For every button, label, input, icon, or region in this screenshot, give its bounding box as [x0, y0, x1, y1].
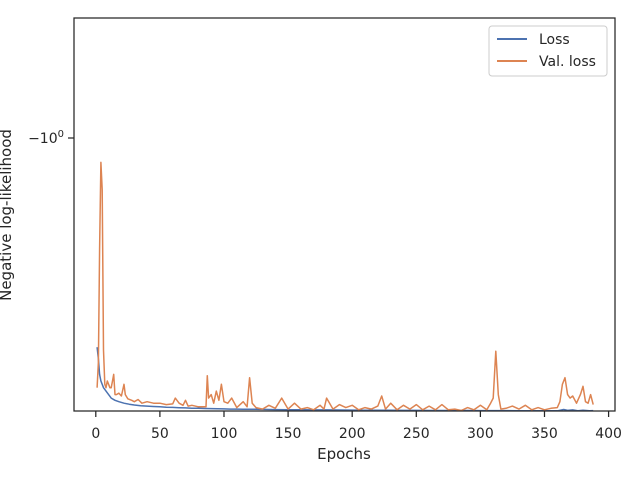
series-line-val-loss — [96, 161, 594, 412]
legend-label-loss: Loss — [539, 32, 570, 48]
x-tick-label: 250 — [403, 426, 430, 442]
legend: Loss Val. loss — [488, 25, 608, 77]
y-tick-label-exponent: 0 — [58, 129, 64, 140]
x-tick-label: 50 — [151, 426, 169, 442]
plot-frame — [73, 17, 616, 412]
x-tick-label: 350 — [531, 426, 558, 442]
x-tick-label: 0 — [91, 426, 100, 442]
x-tick-label: 150 — [275, 426, 302, 442]
y-tick: −100 — [28, 129, 74, 147]
x-tick-label: 400 — [595, 426, 622, 442]
x-axis-label: Epochs — [317, 445, 371, 463]
x-tick-label: 300 — [467, 426, 494, 442]
y-axis-label: Negative log-likelihood — [0, 129, 15, 301]
x-tick-label: 200 — [339, 426, 366, 442]
y-tick-label: −100 — [28, 129, 64, 147]
legend-label-val-loss: Val. loss — [539, 54, 596, 70]
x-axis-ticks: 0 50 100 150 200 250 300 350 400 — [91, 411, 622, 442]
y-tick-label-base: −10 — [28, 131, 58, 147]
x-tick-label: 100 — [211, 426, 238, 442]
